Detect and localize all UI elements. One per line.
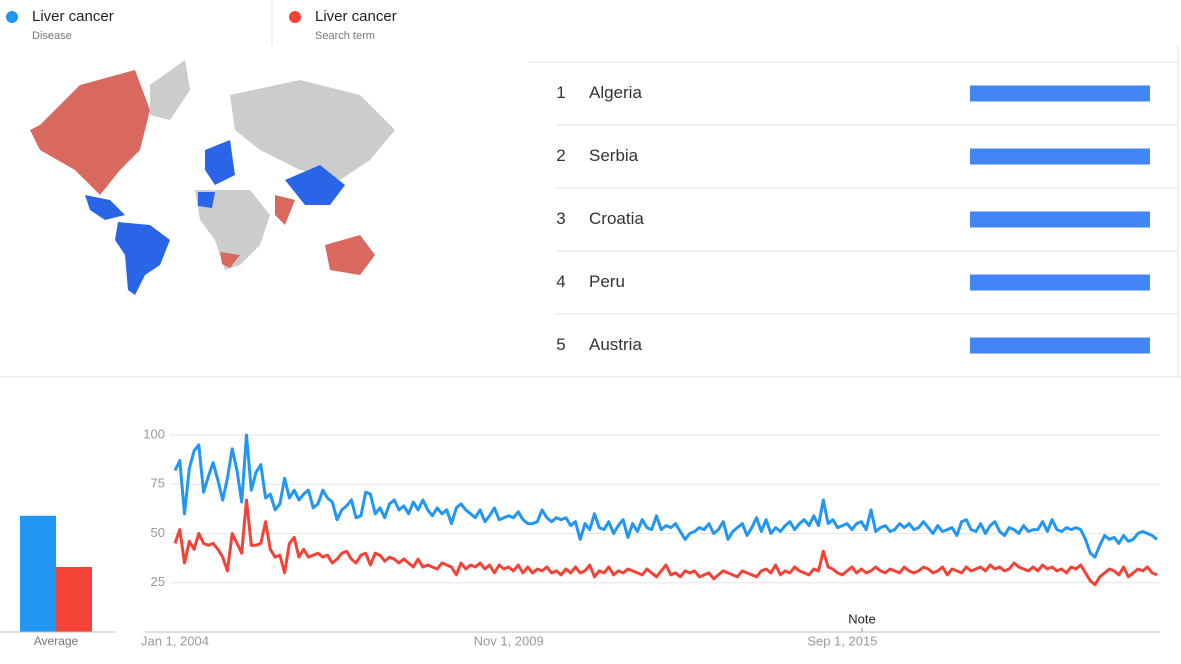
country-name: Peru — [589, 272, 625, 291]
legend-dot — [289, 11, 301, 23]
rank: 5 — [556, 335, 565, 354]
map-region — [220, 252, 240, 268]
rank-bar — [970, 85, 1150, 102]
rank: 3 — [556, 209, 565, 228]
map-region — [325, 235, 375, 275]
legend-label: Liver cancer — [315, 8, 397, 25]
legend-label: Liver cancer — [32, 8, 114, 25]
map-region — [230, 80, 395, 180]
y-tick-label: 75 — [151, 476, 165, 491]
rank-bar — [970, 211, 1150, 228]
map-region — [30, 70, 150, 195]
x-tick-label: Jan 1, 2004 — [141, 633, 209, 648]
country-name: Serbia — [589, 146, 639, 165]
map-region — [275, 195, 295, 225]
legend-detail: Disease — [32, 30, 72, 42]
country-name: Algeria — [589, 83, 642, 102]
map-region — [115, 222, 170, 295]
line-series — [173, 433, 1158, 559]
map-region — [198, 192, 215, 208]
legend-dot — [6, 11, 18, 23]
rank-bar — [970, 274, 1150, 291]
rank-bar — [970, 337, 1150, 354]
x-tick-label: Nov 1, 2009 — [474, 633, 544, 648]
line-series — [173, 498, 1158, 587]
map-region — [150, 60, 190, 120]
rank: 4 — [556, 272, 565, 291]
country-name: Croatia — [589, 209, 644, 228]
y-tick-label: 25 — [151, 574, 165, 589]
map-region — [205, 140, 235, 185]
y-tick-label: 100 — [143, 426, 165, 441]
y-tick-label: 50 — [151, 525, 165, 540]
rank: 1 — [556, 83, 565, 102]
rank: 2 — [556, 146, 565, 165]
map-region — [85, 195, 125, 220]
map-region — [285, 165, 345, 205]
x-tick-label: Sep 1, 2015 — [807, 633, 877, 648]
legend-detail: Search term — [315, 30, 375, 42]
map-region — [195, 190, 270, 270]
annotation: Note — [848, 611, 875, 626]
country-name: Austria — [589, 335, 642, 354]
world-map — [30, 60, 395, 295]
x-tick-label: Average — [34, 634, 79, 648]
rank-bar — [970, 148, 1150, 165]
average-bar — [20, 515, 56, 632]
average-bar — [56, 566, 92, 632]
